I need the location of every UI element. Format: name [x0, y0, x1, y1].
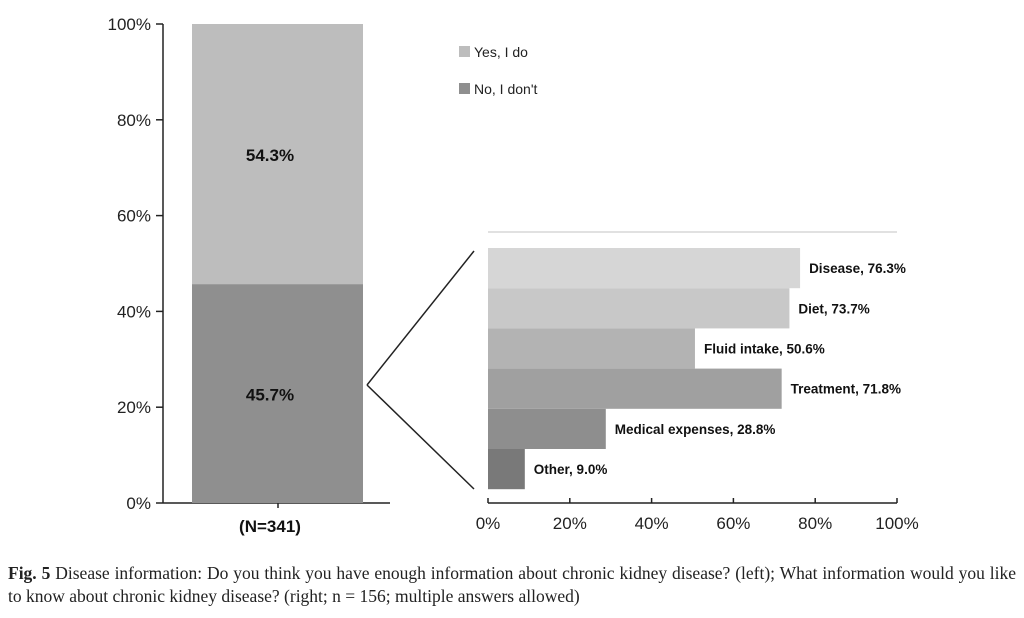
hbar-label: Treatment, 71.8%: [791, 382, 901, 397]
y-tick-label: 20%: [117, 398, 151, 417]
figure-chart: 0% 20% 40% 60% 80% 100% 45.7% 54.3% (N=341) Yes, …: [108, 15, 919, 536]
hbar: [488, 248, 801, 289]
x-tick-label: 20%: [553, 514, 587, 533]
y-tick-label: 40%: [117, 302, 151, 321]
hbar: [488, 449, 525, 490]
segment-label: 54.3%: [246, 146, 294, 165]
hbar-label: Fluid intake, 50.6%: [704, 342, 825, 357]
connector-line: [366, 384, 475, 490]
stacked-bar-segment: [192, 284, 363, 503]
legend-swatch: [459, 83, 470, 94]
hbar-label: Other, 9.0%: [534, 462, 608, 477]
x-tick-label: 100%: [875, 514, 918, 533]
figure-caption: Fig. 5 Disease information: Do you think…: [8, 562, 1016, 608]
legend-label: No, I don't: [474, 81, 537, 97]
x-tick-label: 60%: [716, 514, 750, 533]
hbar-label: Medical expenses, 28.8%: [615, 422, 776, 437]
hbar-label: Diet, 73.7%: [798, 301, 869, 316]
caption-text: Disease information: Do you think you ha…: [8, 563, 1016, 606]
y-tick-label: 80%: [117, 111, 151, 130]
x-tick-label: 40%: [635, 514, 669, 533]
y-tick-label: 0%: [126, 494, 151, 513]
y-tick-label: 100%: [108, 15, 151, 34]
hbar-label: Disease, 76.3%: [809, 261, 906, 276]
hbar: [488, 328, 695, 369]
hbar: [488, 368, 782, 409]
y-tick-label: 60%: [117, 207, 151, 226]
x-tick-label: 0%: [476, 514, 501, 533]
stacked-bar-segment: [192, 24, 363, 285]
caption-label: Fig. 5: [8, 563, 51, 583]
category-label: (N=341): [239, 517, 301, 536]
legend-swatch: [459, 46, 470, 57]
segment-label: 45.7%: [246, 386, 294, 405]
x-tick-label: 80%: [798, 514, 832, 533]
legend-label: Yes, I do: [474, 44, 528, 60]
hbar: [488, 408, 606, 449]
hbar: [488, 288, 790, 329]
connector-line: [366, 250, 475, 386]
